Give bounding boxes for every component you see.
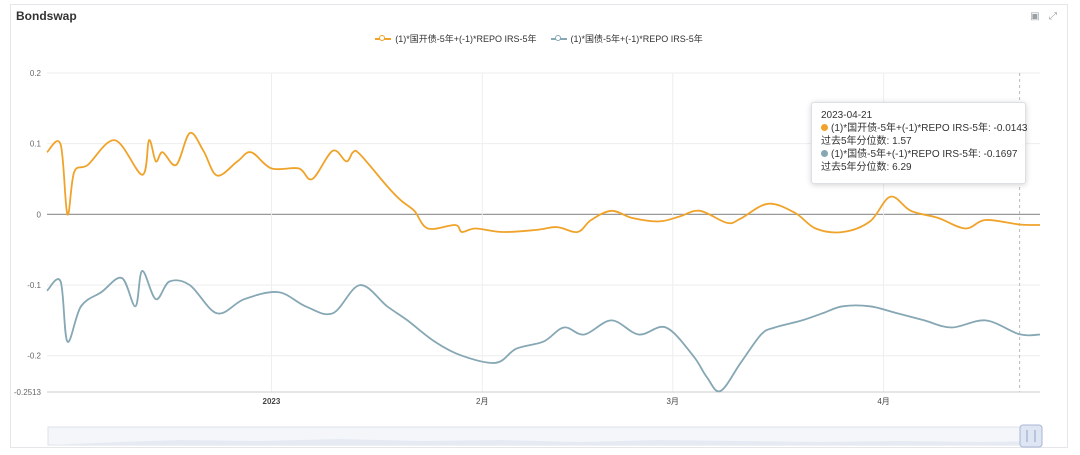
legend-label-series2: (1)*国债-5年+(-1)*REPO IRS-5年 — [570, 34, 703, 44]
tooltip-row-series1: (1)*国开债-5年+(-1)*REPO IRS-5年: -0.0143 — [821, 122, 1027, 135]
y-tick-label: -0.2513 — [14, 388, 42, 397]
series-layer — [46, 131, 1041, 393]
y-tick-label: -0.1 — [27, 281, 41, 290]
expand-icon[interactable]: ⤢ — [1049, 11, 1057, 22]
axis-layer: 0.2 0.1 0 -0.1 -0.2 -0.2513 2023 2月 3月 4月 — [14, 69, 1040, 406]
series-line-2 — [46, 269, 1041, 393]
zoom-preview-area — [48, 439, 1042, 445]
panel-toolbar: ▣ ⤢ — [1029, 11, 1059, 23]
x-tick-label: 4月 — [877, 397, 889, 406]
legend-marker-series1 — [375, 34, 392, 41]
panel-title: Bondswap — [16, 9, 77, 23]
tooltip-percentile-series2: 过去5年分位数: 6.29 — [821, 162, 912, 173]
zoom-handle — [1019, 424, 1043, 448]
x-tick-label: 2月 — [476, 397, 488, 406]
chart-panel: Bondswap ▣ ⤢ (1)*国开债-5年+(-1)*REPO IRS-5年… — [10, 4, 1068, 448]
series-line-1 — [46, 131, 1041, 234]
tooltip-percentile-series1: 过去5年分位数: 1.57 — [821, 136, 912, 147]
legend-label-series1: (1)*国开债-5年+(-1)*REPO IRS-5年 — [395, 34, 537, 44]
data-zoom-slider[interactable] — [47, 424, 1043, 448]
tooltip-row-series2: (1)*国债-5年+(-1)*REPO IRS-5年: -0.1697 — [821, 148, 1018, 161]
y-tick-label: 0 — [37, 210, 42, 219]
image-icon[interactable]: ▣ — [1030, 11, 1040, 22]
x-tick-label: 2023 — [263, 397, 281, 406]
tooltip-value-series2: (1)*国债-5年+(-1)*REPO IRS-5年: -0.1697 — [831, 149, 1018, 160]
chart-legend: (1)*国开债-5年+(-1)*REPO IRS-5年 (1)*国债-5年+(-… — [11, 32, 1067, 45]
y-tick-label: -0.2 — [27, 352, 41, 361]
y-tick-label: 0.1 — [30, 140, 42, 149]
tooltip-value-series1: (1)*国开债-5年+(-1)*REPO IRS-5年: -0.0143 — [831, 123, 1028, 134]
tooltip-date: 2023-04-21 — [821, 110, 873, 121]
tooltip-dot-series2 — [821, 150, 828, 157]
legend-item-series1[interactable]: (1)*国开债-5年+(-1)*REPO IRS-5年 — [375, 32, 537, 45]
chart-tooltip: 2023-04-21 (1)*国开债-5年+(-1)*REPO IRS-5年: … — [811, 102, 1027, 184]
tooltip-dot-series1 — [821, 124, 828, 131]
legend-item-series2[interactable]: (1)*国债-5年+(-1)*REPO IRS-5年 — [550, 32, 703, 45]
legend-marker-series2 — [550, 34, 567, 41]
y-tick-label: 0.2 — [30, 69, 42, 78]
x-tick-label: 3月 — [666, 397, 678, 406]
